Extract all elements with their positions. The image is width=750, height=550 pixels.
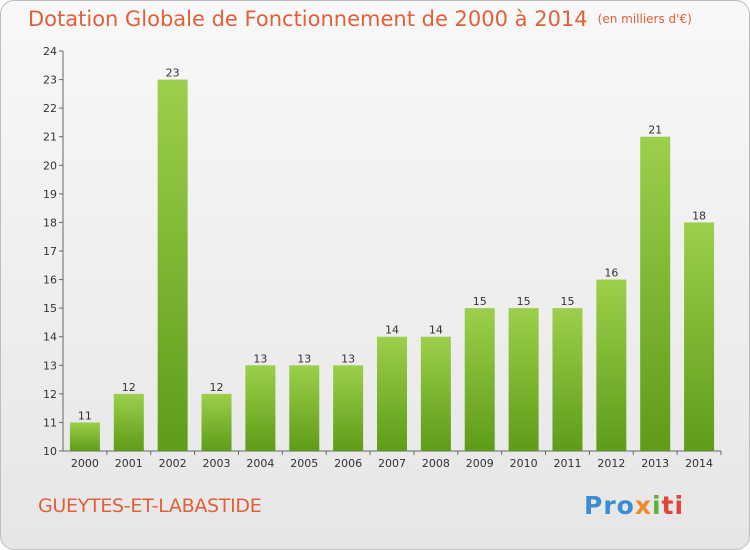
chart-data-labels: 11 12 23 12 13 13 13 14 14 15 15 15 16 21 18 <box>78 67 706 423</box>
bar <box>464 308 495 451</box>
chart-unit-note: (en milliers d'€) <box>597 12 692 26</box>
bar-value-label: 13 <box>253 352 267 365</box>
x-tick-label: 2011 <box>553 457 581 470</box>
bar-value-label: 15 <box>517 295 531 308</box>
y-tick-label: 19 <box>43 188 57 201</box>
bar <box>245 365 276 451</box>
x-tick-label: 2006 <box>334 457 362 470</box>
bar <box>552 308 583 451</box>
y-tick-label: 20 <box>43 159 57 172</box>
y-tick-label: 13 <box>43 359 57 372</box>
x-tick-label: 2009 <box>466 457 494 470</box>
bar <box>420 336 451 451</box>
y-tick-label: 12 <box>43 388 57 401</box>
bar-value-label: 12 <box>122 381 136 394</box>
y-tick-label: 21 <box>43 131 57 144</box>
bar-value-label: 15 <box>560 295 574 308</box>
y-tick-label: 18 <box>43 216 57 229</box>
chart-title: Dotation Globale de Fonctionnement de 20… <box>28 7 692 31</box>
x-tick-label: 2002 <box>159 457 187 470</box>
bar-value-label: 14 <box>429 324 443 337</box>
bar-value-label: 12 <box>210 381 224 394</box>
commune-name: GUEYTES-ET-LABASTIDE <box>38 495 262 517</box>
y-tick-label: 24 <box>43 45 57 58</box>
y-tick-label: 16 <box>43 274 57 287</box>
y-tick-label: 15 <box>43 302 57 315</box>
y-tick-label: 10 <box>43 445 57 458</box>
x-tick-label: 2003 <box>203 457 231 470</box>
bar <box>508 308 539 451</box>
x-tick-label: 2005 <box>290 457 318 470</box>
y-tick-label: 11 <box>43 416 57 429</box>
bar-value-label: 18 <box>692 209 706 222</box>
bar-value-label: 13 <box>297 352 311 365</box>
x-tick-label: 2012 <box>597 457 625 470</box>
bar <box>377 336 407 451</box>
bar <box>684 222 715 451</box>
bar-value-label: 21 <box>648 124 662 137</box>
proxiti-logo[interactable]: Proxiti <box>584 491 685 520</box>
bar-value-label: 13 <box>341 352 355 365</box>
x-tick-label: 2001 <box>115 457 143 470</box>
bar <box>69 422 100 451</box>
x-tick-label: 2013 <box>641 457 669 470</box>
bar <box>113 393 144 451</box>
chart-axes: 10 11 12 13 14 15 16 17 18 19 20 21 22 23 24 2000 2001 20… <box>43 45 722 470</box>
bar <box>640 136 671 451</box>
chart-bars <box>69 79 715 452</box>
y-tick-label: 14 <box>43 331 57 344</box>
bar <box>289 365 320 451</box>
x-tick-label: 2000 <box>71 457 99 470</box>
y-tick-label: 22 <box>43 102 57 115</box>
y-tick-label: 17 <box>43 245 57 258</box>
bar-value-label: 15 <box>473 295 487 308</box>
bar-value-label: 16 <box>604 267 618 280</box>
bar <box>596 279 627 451</box>
bar <box>333 365 364 451</box>
x-tick-label: 2010 <box>510 457 538 470</box>
x-tick-label: 2014 <box>685 457 713 470</box>
bar-value-label: 14 <box>385 324 399 337</box>
x-tick-label: 2007 <box>378 457 406 470</box>
bar-value-label: 11 <box>78 409 92 422</box>
bar <box>157 79 188 452</box>
chart-title-text: Dotation Globale de Fonctionnement de 20… <box>28 7 588 31</box>
bar-value-label: 23 <box>166 67 180 80</box>
bar <box>201 393 232 451</box>
y-tick-label: 23 <box>43 74 57 87</box>
x-tick-label: 2008 <box>422 457 450 470</box>
x-tick-label: 2004 <box>246 457 274 470</box>
